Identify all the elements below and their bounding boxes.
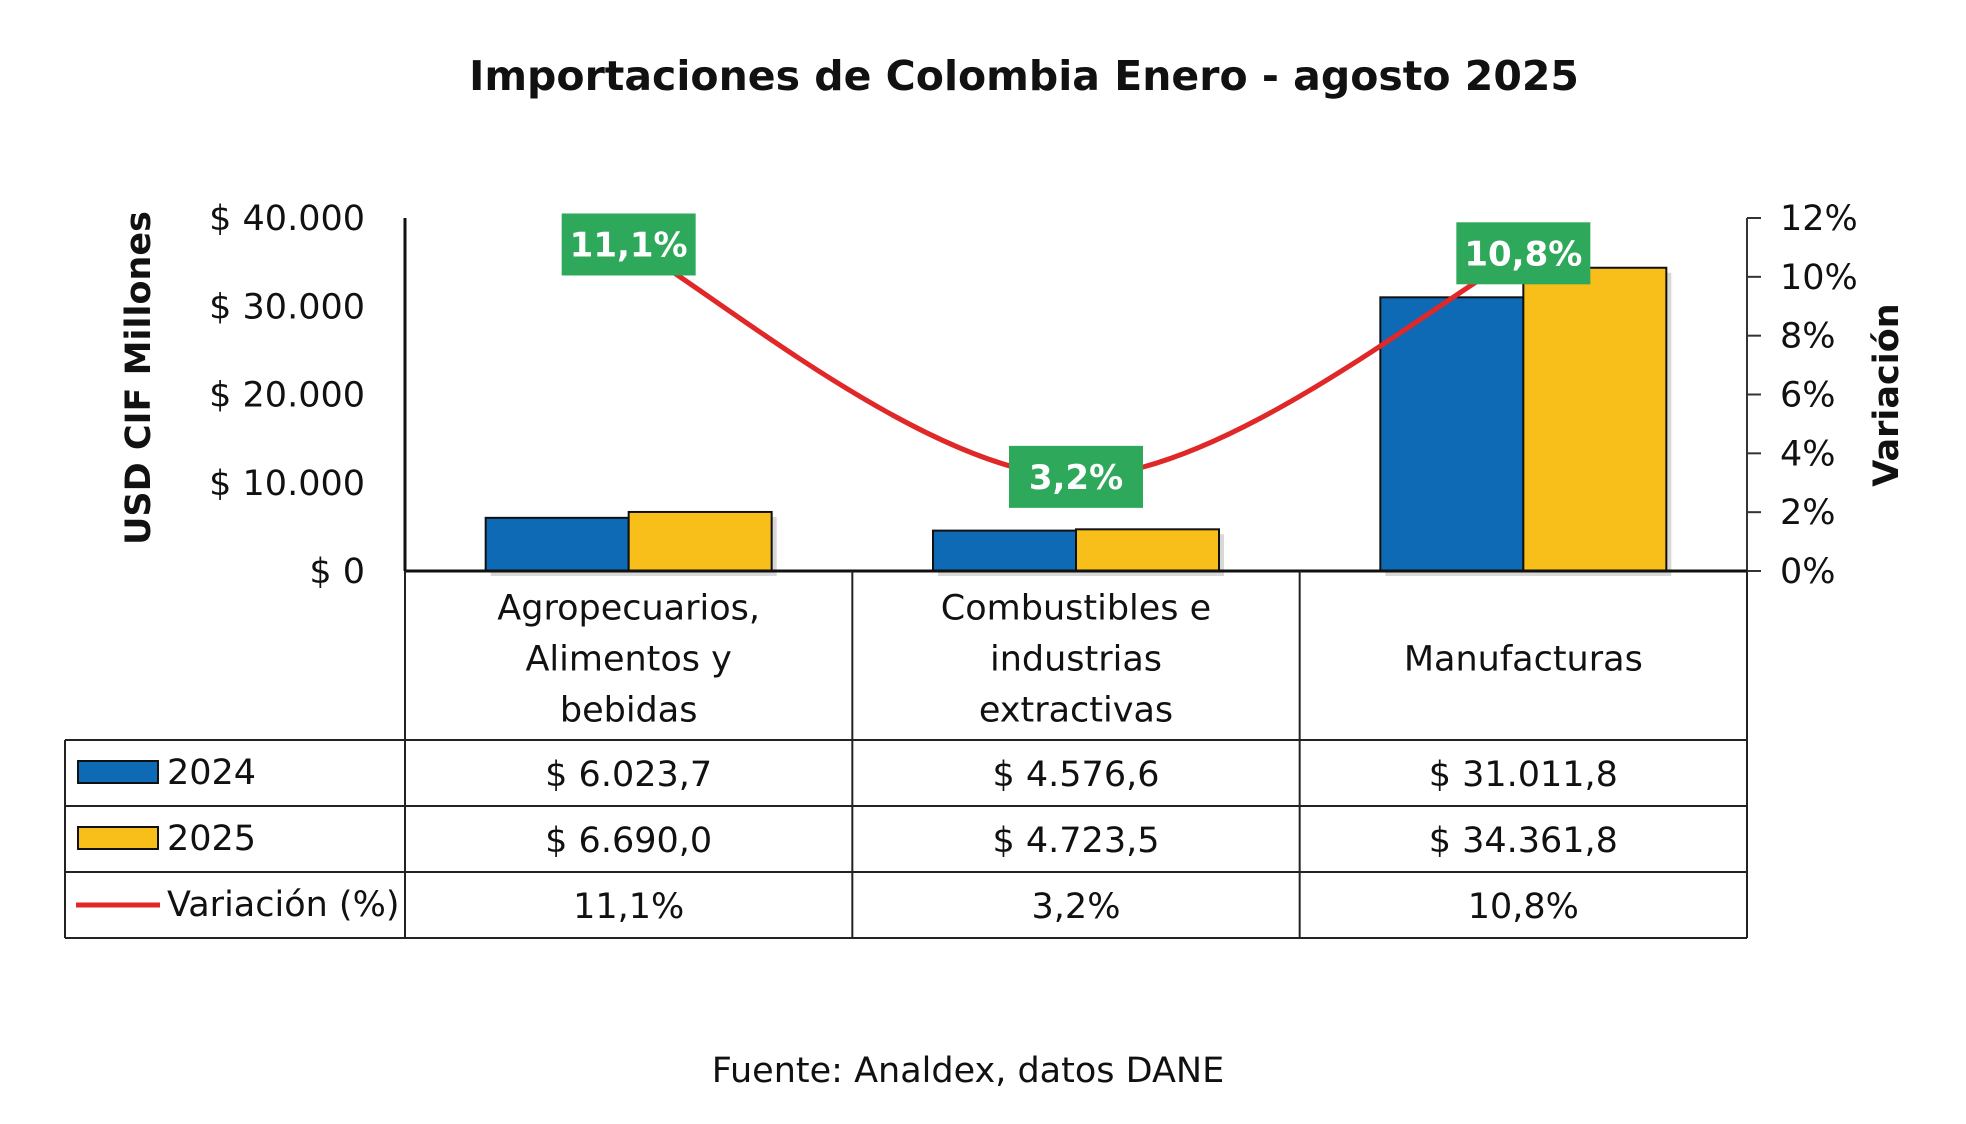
- bar-2025: [1075, 528, 1220, 573]
- y2-tick-label: 2%: [1780, 493, 1836, 533]
- data-table: Agropecuarios, Alimentos y bebidas Combusti…: [64, 571, 1748, 939]
- y2-axis-ticks: 0% 2% 4% 6% 8% 10% 12%: [1747, 199, 1858, 592]
- x-category-label: Alimentos y: [525, 640, 731, 680]
- data-label-badge: [1456, 222, 1591, 285]
- table-cell: $ 4.576,6: [993, 755, 1160, 795]
- source-note: Fuente: Analdex, datos DANE: [712, 1051, 1224, 1091]
- table-cell: $ 31.011,8: [1429, 755, 1618, 795]
- y2-tick-label: 0%: [1780, 552, 1836, 592]
- data-label-text: 10,8%: [1464, 234, 1582, 274]
- table-cell: 3,2%: [1032, 887, 1121, 927]
- data-label-badge: [1009, 445, 1143, 508]
- legend-label: 2024: [167, 753, 256, 793]
- bar-2025: [627, 510, 773, 573]
- axes: [403, 218, 1748, 573]
- x-category-label: bebidas: [560, 691, 698, 731]
- y-tick-label: $ 40.000: [209, 199, 365, 239]
- x-category-label: industrias: [990, 640, 1162, 680]
- bars: [484, 266, 1672, 576]
- table-cell: $ 34.361,8: [1429, 821, 1618, 861]
- x-category-label: Combustibles e: [941, 589, 1211, 629]
- legend-key-2024: [77, 760, 159, 784]
- y-tick-label: $ 0: [309, 552, 365, 592]
- x-category-label: extractivas: [979, 691, 1173, 731]
- bar-2024: [932, 529, 1077, 573]
- y-tick-label: $ 20.000: [209, 376, 365, 416]
- data-labels: 11,1% 3,2% 10,8%: [561, 213, 1591, 508]
- variation-data-label: 10,8%: [1456, 222, 1591, 285]
- y2-tick-label: 10%: [1780, 258, 1858, 298]
- table-cell: 10,8%: [1468, 887, 1579, 927]
- chart-title: Importaciones de Colombia Enero - agosto…: [469, 52, 1579, 100]
- table-cell: 11,1%: [573, 887, 684, 927]
- legend-label: Variación (%): [167, 885, 400, 925]
- y2-tick-label: 12%: [1780, 199, 1858, 239]
- bar-2024: [484, 516, 630, 572]
- data-label-text: 3,2%: [1029, 458, 1123, 498]
- x-category-label: Manufacturas: [1404, 640, 1643, 680]
- table-cell: $ 4.723,5: [993, 821, 1160, 861]
- variation-data-label: 11,1%: [561, 213, 696, 276]
- data-label-text: 11,1%: [570, 225, 688, 265]
- table-cell: $ 6.023,7: [545, 755, 712, 795]
- legend-key-2025: [77, 826, 159, 850]
- y2-axis-label: Variación: [1867, 303, 1907, 486]
- y-tick-label: $ 10.000: [209, 464, 365, 504]
- y2-tick-label: 8%: [1780, 317, 1836, 357]
- y2-tick-label: 6%: [1780, 376, 1836, 416]
- variation-data-label: 3,2%: [1009, 445, 1143, 508]
- data-label-badge: [561, 213, 696, 276]
- legend-label: 2025: [167, 819, 256, 859]
- bar-2024: [1379, 296, 1525, 572]
- y2-tick-label: 4%: [1780, 434, 1836, 474]
- y-axis-label: USD CIF Millones: [119, 211, 159, 545]
- y-tick-label: $ 30.000: [209, 287, 365, 327]
- y-axis-ticks: $ 0 $ 10.000 $ 20.000 $ 30.000 $ 40.000: [209, 199, 365, 592]
- table-cell: $ 6.690,0: [545, 821, 712, 861]
- x-category-label: Agropecuarios,: [497, 589, 760, 629]
- bar-2025: [1522, 266, 1668, 572]
